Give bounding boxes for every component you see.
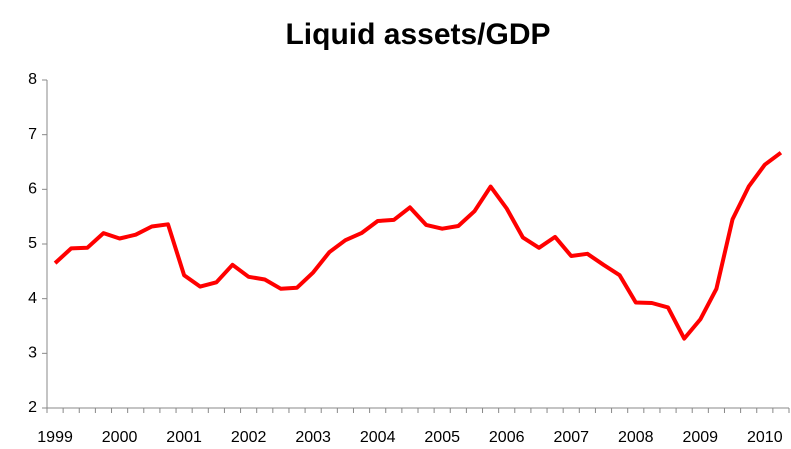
y-tick-label: 3	[28, 345, 37, 362]
x-tick-label: 2001	[166, 429, 202, 446]
x-tick-label: 2010	[747, 429, 783, 446]
data-line	[53, 151, 783, 341]
y-tick-label: 4	[28, 290, 37, 307]
y-tick-label: 8	[28, 71, 37, 88]
x-tick-label: 2008	[618, 429, 654, 446]
x-tick-label: 2000	[102, 429, 138, 446]
chart-title: Liquid assets/GDP	[285, 18, 550, 51]
x-tick-label: 2006	[489, 429, 525, 446]
y-tick-label: 5	[28, 235, 37, 252]
x-tick-label: 2004	[360, 429, 396, 446]
y-tick-label: 6	[28, 181, 37, 198]
x-tick-label: 2009	[682, 429, 718, 446]
x-tick-label: 2007	[553, 429, 589, 446]
x-tick-label: 2002	[231, 429, 267, 446]
y-tick-label: 2	[28, 399, 37, 416]
x-tick-label: 2005	[424, 429, 460, 446]
y-tick-label: 7	[28, 126, 37, 143]
x-tick-label: 1999	[37, 429, 73, 446]
x-tick-label: 2003	[295, 429, 331, 446]
